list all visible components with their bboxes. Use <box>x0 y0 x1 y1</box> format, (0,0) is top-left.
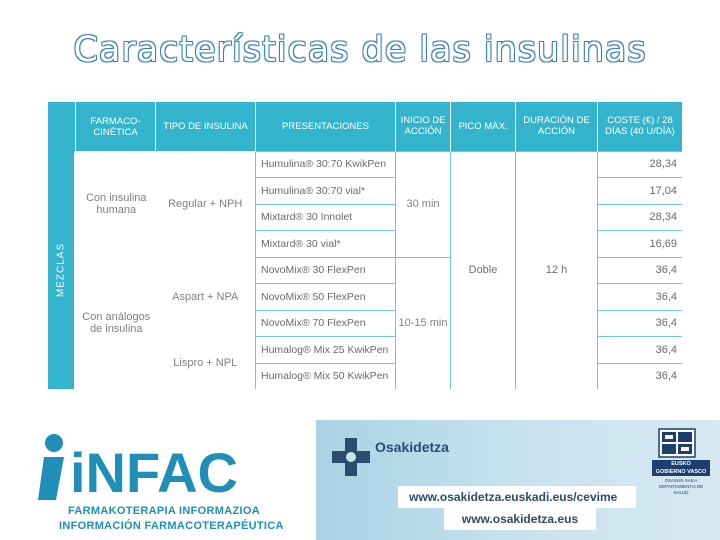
header-pico-max: PICO MÁX. <box>450 102 516 151</box>
onset-analogos: 10-15 min <box>395 256 451 389</box>
type-regular-nph: Regular + NPH <box>155 151 256 257</box>
header-farmacocinetica: FARMACO-CINÉTICA <box>75 102 156 151</box>
mezclas-label: MEZCLAS <box>55 243 67 298</box>
infac-logo: iNFAC <box>38 434 238 504</box>
group-analogos-insulina: Con análogos de insulina <box>75 257 156 389</box>
cost-cell: 36,4 <box>597 309 682 337</box>
cost-cell: 36,4 <box>597 283 682 311</box>
gobierno-vasco-crest-icon <box>658 428 696 458</box>
table-row: NovoMix® 70 FlexPen 36,4 <box>48 309 682 337</box>
onset-humana: 30 min <box>395 150 451 258</box>
cevime-link[interactable]: www.osakidetza.euskadi.eus/cevime <box>398 486 636 508</box>
osakidetza-panel: Osakidetza www.osakidetza.euskadi.eus/ce… <box>316 420 720 540</box>
mezclas-side-band: MEZCLAS <box>47 150 77 389</box>
cost-cell: 36,4 <box>597 336 682 364</box>
table-row: Humulina® 30:70 vial* 17,04 <box>48 177 682 205</box>
cost-cell: 17,04 <box>597 177 682 205</box>
cost-cell: 28,34 <box>597 203 682 231</box>
osakidetza-link[interactable]: www.osakidetza.eus <box>444 508 596 530</box>
table-row: Con análogos de insulina Aspart + NPA No… <box>48 256 682 389</box>
table-row: Lispro + NPL Humalog® Mix 25 KwikPen 36,… <box>48 336 682 389</box>
departamento-salud: DEPARTAMENTO DE SALUD <box>658 484 704 495</box>
header-blank <box>47 102 76 151</box>
header-tipo-insulina: TIPO DE INSULINA <box>155 102 256 151</box>
gobierno-vasco-spanish: GOBIERNO VASCO <box>652 468 710 476</box>
header-inicio-accion: INICIO DE ACCIÓN <box>395 102 451 151</box>
cost-cell: 36,4 <box>597 256 682 284</box>
type-lispro-npl: Lispro + NPL <box>155 336 256 389</box>
table-header-row: FARMACO-CINÉTICA TIPO DE INSULINA PRESEN… <box>47 102 682 151</box>
slide-title: Características de las insulinas <box>73 30 647 70</box>
insulin-table-container: FARMACO-CINÉTICA TIPO DE INSULINA PRESEN… <box>47 102 682 389</box>
header-duracion-accion: DURACIÓN DE ACCIÓN <box>515 102 598 151</box>
osakidetza-cross-icon <box>332 438 370 476</box>
presentation-cell: Humulina® 30:70 vial* <box>255 177 396 205</box>
pico-value: Doble <box>450 150 516 389</box>
type-aspart-npa: Aspart + NPA <box>155 257 256 337</box>
presentation-cell: NovoMix® 30 FlexPen <box>255 256 396 284</box>
duracion-value: 12 h <box>515 150 598 389</box>
presentation-cell: Humalog® Mix 50 KwikPen <box>255 362 396 389</box>
footer-banner: iNFAC FARMAKOTERAPIA INFORMAZIOA INFORMA… <box>0 420 720 540</box>
infac-subtitle-spanish: INFORMACIÓN FARMACOTERAPÉUTICA <box>59 520 284 532</box>
presentation-cell: Humulina® 30:70 KwikPen <box>255 150 396 178</box>
presentation-cell: Mixtard® 30 Innolet <box>255 203 396 231</box>
cost-cell: 28,34 <box>597 150 682 178</box>
table-row: Mixtard® 30 Innolet 28,34 <box>48 203 682 231</box>
cost-cell: 16,69 <box>597 230 682 258</box>
header-coste: COSTE (€) / 28 DÍAS (40 U/DÍA) <box>597 102 682 151</box>
table-row: MEZCLAS Con insulina humana Regular + NP… <box>47 150 682 389</box>
infac-subtitle-basque: FARMAKOTERAPIA INFORMAZIOA <box>68 505 260 517</box>
header-presentaciones: PRESENTACIONES <box>255 102 396 151</box>
presentation-cell: NovoMix® 70 FlexPen <box>255 309 396 337</box>
infac-logo-text: iNFAC <box>70 441 238 504</box>
table-row: Humalog® Mix 50 KwikPen 36,4 <box>48 362 682 389</box>
presentation-cell: Mixtard® 30 vial* <box>255 230 396 258</box>
group-insulina-humana: Con insulina humana <box>75 151 156 257</box>
table-row: NovoMix® 50 FlexPen 36,4 <box>48 283 682 311</box>
insulin-characteristics-table: FARMACO-CINÉTICA TIPO DE INSULINA PRESEN… <box>47 102 682 389</box>
presentation-cell: NovoMix® 50 FlexPen <box>255 283 396 311</box>
infac-panel: iNFAC FARMAKOTERAPIA INFORMAZIOA INFORMA… <box>0 420 316 540</box>
table-row: Mixtard® 30 vial* 16,69 <box>48 230 682 258</box>
cost-cell: 36,4 <box>597 362 682 389</box>
osakidetza-name: Osakidetza <box>375 439 449 455</box>
presentation-cell: Humalog® Mix 25 KwikPen <box>255 336 396 364</box>
osasun-saila: OSASUN SAILA <box>664 478 698 483</box>
